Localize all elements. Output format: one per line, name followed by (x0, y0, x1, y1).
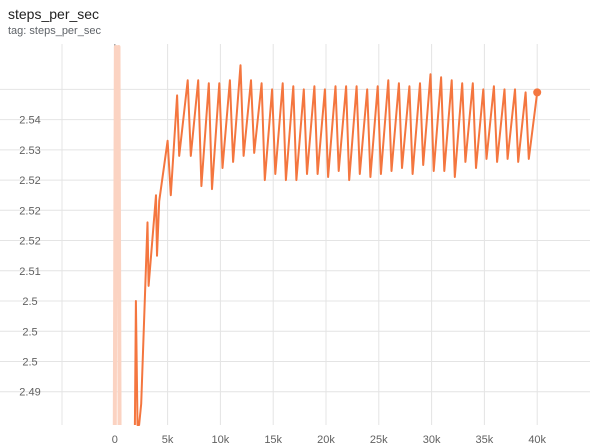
y-tick-label: 2.52 (19, 205, 40, 217)
series-line (133, 64, 539, 426)
x-tick-label: 5k (162, 434, 174, 446)
raw-series-line (112, 45, 122, 426)
y-tick-label: 2.54 (19, 115, 40, 127)
series-group (112, 45, 542, 426)
x-tick-label: 25k (370, 434, 388, 446)
y-axis-labels: 2.49 2.5 2.5 2.5 2.51 2.52 2.52 2.52 2.53 2.54 (19, 115, 40, 399)
x-tick-label: 35k (476, 434, 494, 446)
y-tick-label: 2.52 (19, 236, 40, 248)
y-tick-label: 2.53 (19, 145, 40, 157)
chart-tag: tag: steps_per_sec (8, 25, 101, 37)
y-tick-label: 2.52 (19, 175, 40, 187)
y-tick-label: 2.5 (22, 357, 37, 369)
chart-title: steps_per_sec (8, 6, 100, 22)
x-tick-label: 0 (112, 434, 118, 446)
last-point-marker[interactable] (533, 88, 542, 97)
y-tick-label: 2.5 (22, 326, 37, 338)
y-tick-label: 2.5 (22, 296, 37, 308)
x-axis-labels: 0 5k 10k 15k 20k 25k 30k 35k 40k (112, 434, 547, 446)
x-tick-label: 40k (528, 434, 546, 446)
y-tick-label: 2.49 (19, 387, 40, 399)
x-tick-label: 15k (264, 434, 282, 446)
y-tick-label: 2.51 (19, 266, 40, 278)
x-tick-label: 20k (317, 434, 335, 446)
grid-lines (0, 44, 590, 425)
x-tick-label: 10k (212, 434, 230, 446)
x-tick-label: 30k (423, 434, 441, 446)
